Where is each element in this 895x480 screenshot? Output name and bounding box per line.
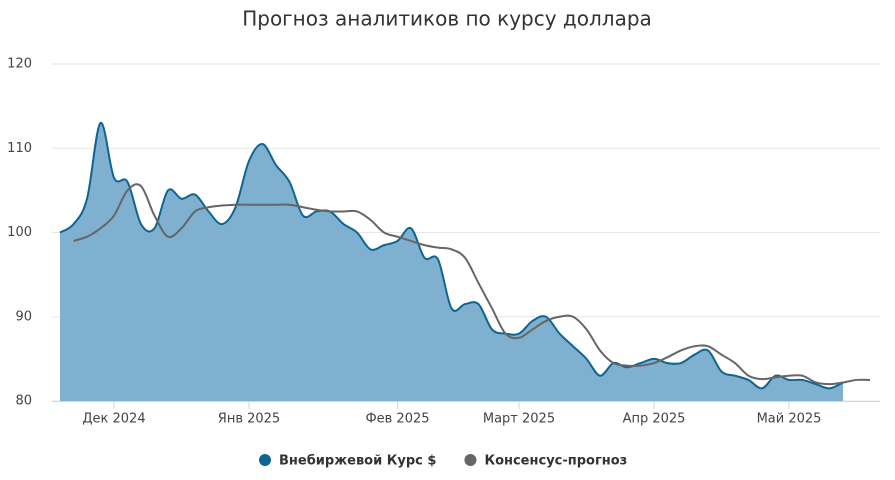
- legend-marker: [259, 454, 271, 466]
- y-tick-label: 110: [7, 141, 32, 156]
- x-tick-label: Март 2025: [483, 412, 555, 427]
- x-tick-label: Янв 2025: [218, 412, 280, 427]
- y-tick-label: 120: [7, 57, 32, 72]
- legend-label: Консенсус-прогноз: [484, 454, 627, 469]
- y-tick-label: 100: [7, 225, 32, 240]
- chart-title: Прогноз аналитиков по курсу доллара: [242, 7, 652, 31]
- x-tick-label: Дек 2024: [82, 412, 145, 427]
- x-tick-label: Фев 2025: [365, 412, 429, 427]
- x-tick-label: Май 2025: [757, 412, 822, 427]
- x-tick-label: Апр 2025: [623, 412, 686, 427]
- legend-label: Внебиржевой Курс $: [279, 454, 436, 469]
- legend-marker: [464, 454, 477, 466]
- area: [60, 122, 843, 401]
- y-tick-label: 80: [15, 394, 32, 409]
- line: [73, 183, 871, 386]
- line: [59, 121, 844, 390]
- y-tick-label: 90: [15, 309, 32, 324]
